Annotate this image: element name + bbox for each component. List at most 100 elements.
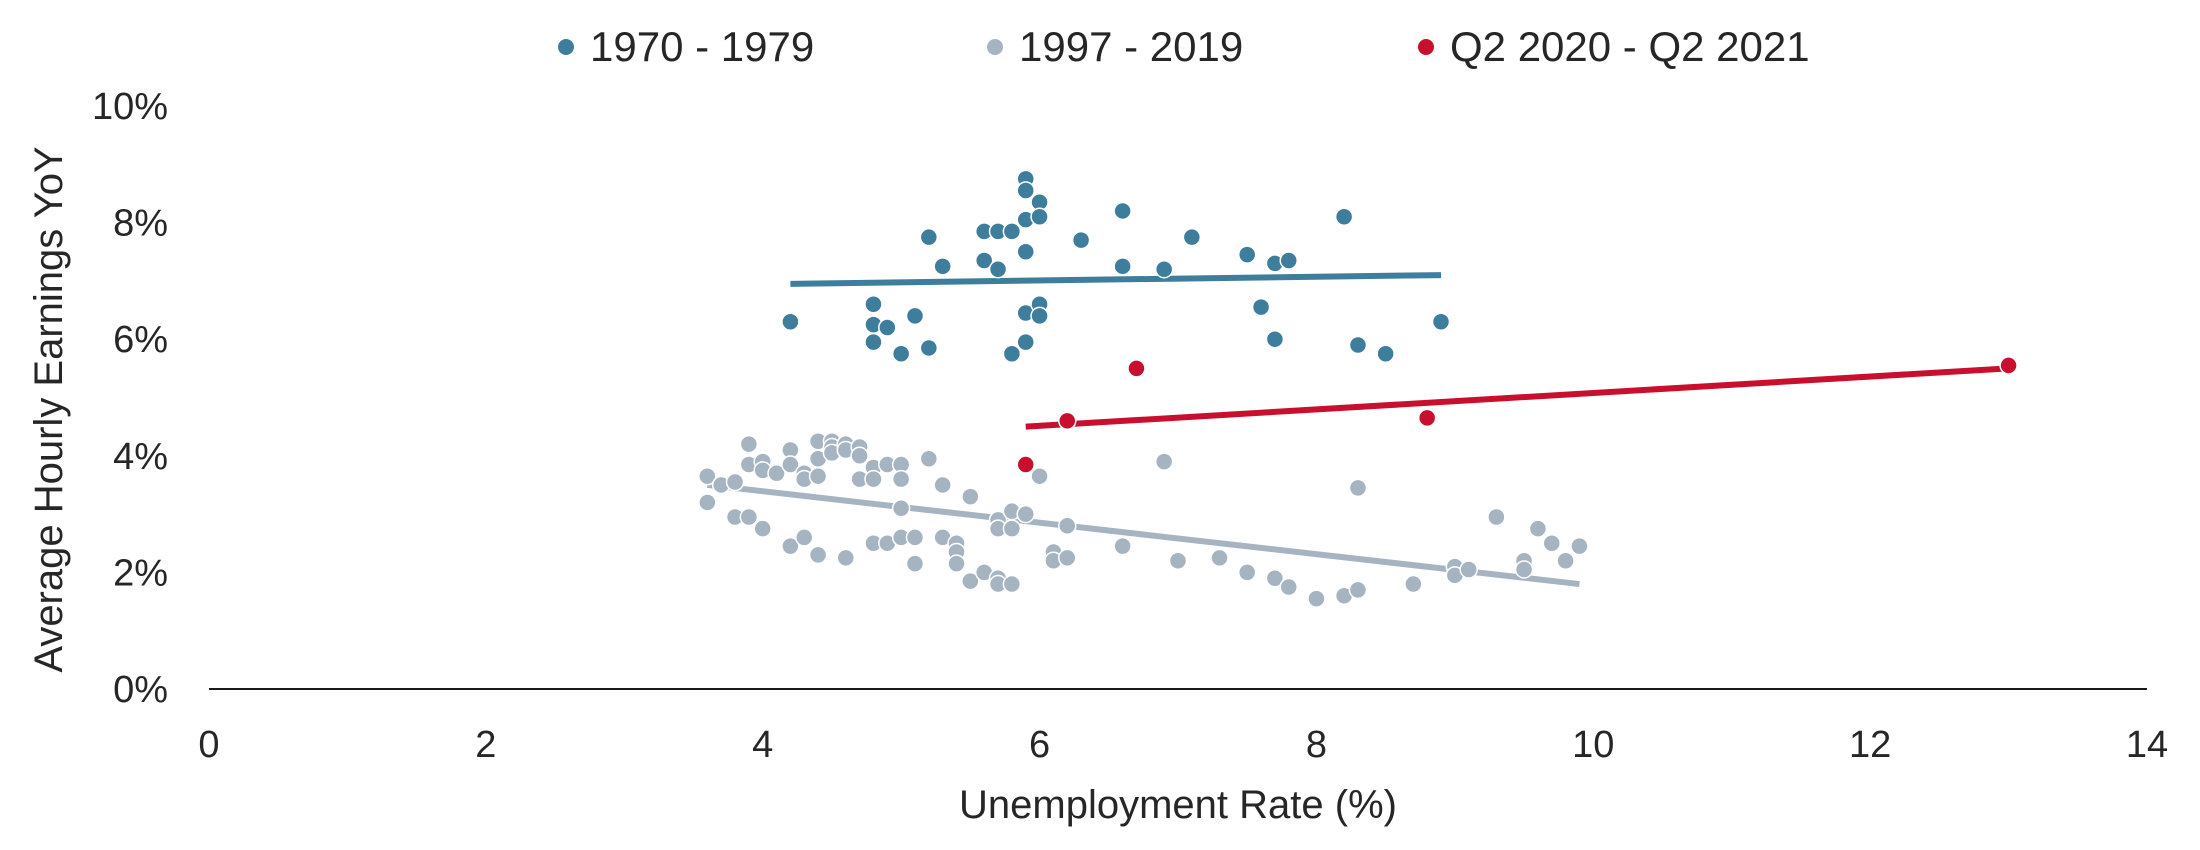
- legend-label: Q2 2020 - Q2 2021: [1450, 23, 1810, 70]
- data-point: [1542, 534, 1562, 553]
- data-point: [1113, 257, 1132, 276]
- data-point: [1058, 411, 1077, 431]
- data-point: [1265, 568, 1285, 588]
- data-point: [919, 338, 939, 358]
- data-point: [1237, 563, 1257, 582]
- data-point: [725, 472, 745, 492]
- data-point: [1570, 536, 1589, 556]
- data-point: [1279, 577, 1298, 597]
- data-point: [1016, 504, 1035, 524]
- legend-marker: [987, 39, 1003, 55]
- data-point: [905, 306, 925, 326]
- data-point: [1127, 359, 1146, 378]
- data-point: [1487, 507, 1506, 527]
- x-axis-ticks: 0 2 4 6 8 10 12 14: [198, 724, 2168, 766]
- data-point: [933, 475, 952, 495]
- data-point: [781, 536, 800, 556]
- data-point: [836, 548, 856, 568]
- data-point: [974, 251, 994, 270]
- data-point: [1016, 181, 1035, 200]
- data-point: [1431, 312, 1451, 331]
- legend: 1970 - 1979 1997 - 2019 Q2 2020 - Q2 2021: [558, 23, 1810, 70]
- data-point: [1016, 332, 1035, 352]
- x-tick-label: 10: [1572, 724, 1614, 766]
- y-tick-label: 10%: [92, 86, 168, 128]
- data-point: [1404, 574, 1423, 594]
- legend-label: 1970 - 1979: [590, 23, 814, 70]
- data-point: [1514, 560, 1534, 579]
- data-point: [1030, 306, 1049, 326]
- data-point: [1556, 551, 1575, 570]
- legend-item: Q2 2020 - Q2 2021: [1418, 23, 1810, 70]
- data-point: [1168, 551, 1188, 570]
- series-points: [1016, 356, 2018, 474]
- data-point: [739, 434, 759, 454]
- data-points: [698, 169, 2018, 608]
- series-points: [698, 431, 1589, 608]
- y-tick-label: 2%: [113, 552, 168, 594]
- data-point: [767, 464, 786, 483]
- x-tick-label: 0: [198, 724, 219, 766]
- legend-marker: [1418, 39, 1434, 55]
- y-tick-label: 8%: [113, 203, 168, 245]
- trend-line: [707, 481, 1580, 588]
- data-point: [1334, 207, 1354, 227]
- data-point: [1030, 207, 1049, 227]
- data-point: [1528, 519, 1548, 538]
- data-point: [1030, 466, 1049, 486]
- data-point: [905, 528, 925, 547]
- data-point: [1182, 227, 1202, 247]
- y-axis-ticks: 0% 2% 4% 6% 8% 10%: [92, 86, 168, 711]
- data-point: [1071, 230, 1091, 250]
- data-point: [1154, 452, 1174, 471]
- data-point: [1002, 344, 1022, 364]
- data-point: [698, 466, 717, 486]
- data-point: [1113, 536, 1132, 556]
- data-point: [905, 554, 925, 573]
- data-point: [961, 571, 980, 591]
- trend-line: [790, 272, 1442, 287]
- data-point: [850, 446, 869, 466]
- data-point: [891, 499, 911, 518]
- legend-item: 1997 - 2019: [987, 23, 1243, 70]
- data-point: [1376, 344, 1395, 364]
- data-point: [739, 507, 759, 527]
- data-point: [1154, 259, 1174, 279]
- x-tick-label: 8: [1306, 724, 1327, 766]
- data-point: [1348, 335, 1368, 355]
- data-point: [891, 344, 911, 364]
- data-point: [1265, 329, 1285, 349]
- data-point: [1417, 408, 1437, 428]
- x-tick-label: 12: [1849, 724, 1891, 766]
- y-tick-label: 6%: [113, 319, 168, 361]
- data-point: [1348, 580, 1368, 600]
- trend-line: [1025, 365, 2009, 430]
- data-point: [933, 257, 952, 276]
- data-point: [1058, 548, 1077, 568]
- y-axis-title: Average Hourly Earnings YoY: [27, 146, 71, 672]
- data-point: [878, 318, 897, 337]
- data-point: [1279, 251, 1298, 270]
- x-tick-label: 14: [2126, 724, 2168, 766]
- data-point: [961, 487, 980, 506]
- data-point: [808, 466, 828, 486]
- legend-label: 1997 - 2019: [1019, 23, 1243, 70]
- data-point: [1113, 201, 1132, 221]
- data-point: [1002, 574, 1022, 594]
- data-point: [947, 554, 966, 573]
- legend-item: 1970 - 1979: [558, 23, 814, 70]
- data-point: [698, 493, 717, 512]
- data-point: [1002, 519, 1022, 538]
- x-tick-label: 2: [475, 724, 496, 766]
- data-point: [1016, 242, 1035, 261]
- data-point: [1210, 548, 1229, 568]
- legend-marker: [558, 39, 574, 55]
- data-point: [1999, 356, 2018, 375]
- data-point: [1237, 245, 1257, 264]
- data-point: [781, 312, 800, 331]
- data-point: [988, 259, 1008, 279]
- y-tick-label: 4%: [113, 436, 168, 478]
- data-point: [808, 545, 828, 565]
- data-point: [753, 519, 772, 538]
